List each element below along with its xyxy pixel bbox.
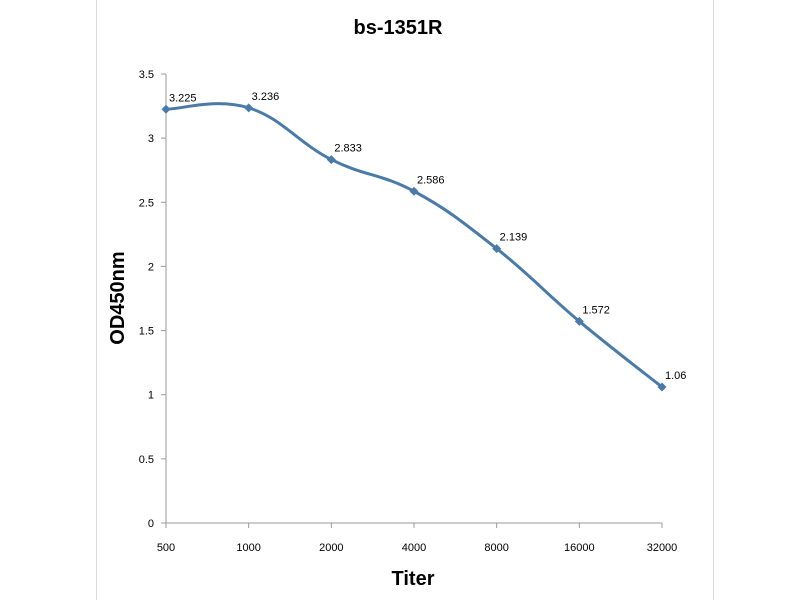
- x-tick-label: 16000: [564, 542, 595, 554]
- data-point-marker: [244, 103, 254, 113]
- chart-frame: [96, 0, 714, 600]
- data-point-marker: [574, 316, 584, 326]
- x-tick-group: 500 1000 2000 4000 8000 16000 32000: [157, 523, 677, 554]
- y-axis-title: OD450nm: [107, 251, 129, 344]
- data-label: 2.586: [417, 174, 445, 186]
- data-label-group: 3.225 3.236 2.833 2.586 2.139 1.572 1.06: [169, 91, 686, 382]
- x-tick-label: 1000: [236, 542, 260, 554]
- data-point-marker: [161, 104, 171, 114]
- chart-title: bs-1351R: [354, 17, 443, 39]
- y-tick-label: 2: [148, 261, 154, 273]
- marker-group: [161, 103, 667, 392]
- y-tick-label: 0: [148, 518, 154, 530]
- series-line: [165, 102, 663, 389]
- data-label: 1.572: [582, 304, 610, 316]
- x-tick-label: 8000: [484, 542, 508, 554]
- x-tick-label: 500: [157, 542, 175, 554]
- data-label: 2.833: [334, 143, 362, 155]
- y-tick-label: 3: [148, 133, 154, 145]
- data-point-marker: [492, 244, 502, 254]
- data-point-marker: [326, 155, 336, 165]
- data-label: 2.139: [500, 232, 528, 244]
- data-label: 3.236: [252, 91, 280, 103]
- y-tick-label: 3.5: [139, 69, 154, 81]
- y-tick-label: 1: [148, 390, 154, 402]
- data-point-marker: [409, 186, 419, 196]
- y-tick-group: 0 0.5 1 1.5 2 2.5 3 3.5: [139, 69, 166, 530]
- y-tick-label: 1.5: [139, 326, 154, 338]
- x-tick-label: 32000: [647, 542, 678, 554]
- x-tick-label: 2000: [319, 542, 343, 554]
- x-axis-title: Titer: [392, 568, 435, 590]
- data-label: 1.06: [665, 370, 686, 382]
- data-label: 3.225: [169, 92, 197, 104]
- x-tick-label: 4000: [402, 542, 426, 554]
- data-point-marker: [657, 382, 667, 392]
- y-tick-label: 2.5: [139, 197, 154, 209]
- y-tick-label: 0.5: [139, 454, 154, 466]
